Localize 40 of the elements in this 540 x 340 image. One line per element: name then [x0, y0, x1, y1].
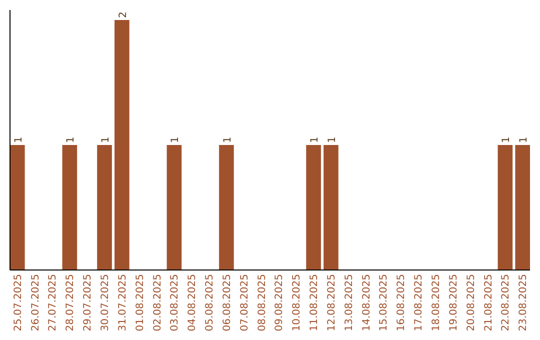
x-tick-label: 21.08.2025	[483, 274, 494, 332]
x-tick-label: 03.08.2025	[170, 274, 181, 332]
x-tick-label: 10.08.2025	[292, 274, 303, 332]
data-label: 1	[100, 136, 112, 143]
x-tick-label: 30.07.2025	[100, 274, 112, 332]
data-label: 1	[326, 136, 338, 143]
x-tick-label: 08.08.2025	[256, 274, 268, 332]
x-tick-label: 28.07.2025	[65, 274, 76, 332]
data-label: 1	[310, 136, 321, 143]
x-tick-label: 12.08.2025	[326, 274, 338, 332]
data-label: 1	[501, 136, 512, 143]
x-tick-label: 22.08.2025	[500, 274, 512, 332]
x-tick-label: 27.07.2025	[48, 274, 59, 332]
x-tick-label: 14.08.2025	[361, 274, 372, 332]
x-tick-label: 07.08.2025	[239, 274, 250, 332]
data-label: 1	[222, 136, 234, 143]
x-tick-label: 18.08.2025	[430, 274, 442, 332]
x-tick-label: 09.08.2025	[274, 274, 286, 332]
x-tick-label: 02.08.2025	[152, 274, 164, 332]
x-tick-label: 13.08.2025	[344, 274, 355, 332]
data-label: 1	[518, 136, 530, 143]
data-label: 1	[66, 136, 77, 143]
x-tick-label: 01.08.2025	[134, 274, 146, 332]
x-tick-label: 16.08.2025	[396, 274, 408, 332]
x-tick-label: 05.08.2025	[204, 274, 216, 332]
data-label: 2	[118, 12, 129, 18]
x-tick-label: 23.08.2025	[518, 274, 530, 332]
x-tick-label: 25.07.2025	[12, 274, 24, 332]
x-tick-label: 17.08.2025	[414, 274, 425, 332]
data-label: 1	[13, 136, 24, 143]
x-tick-label: 31.07.2025	[117, 274, 128, 332]
x-tick-label: 06.08.2025	[222, 274, 233, 332]
x-tick-label: 04.08.2025	[187, 274, 198, 332]
x-tick-label: 15.08.2025	[378, 274, 390, 332]
data-label: 1	[170, 136, 182, 143]
x-tick-label: 26.07.2025	[30, 274, 42, 332]
x-tick-label: 11.08.2025	[309, 274, 320, 332]
x-tick-label: 20.08.2025	[466, 274, 477, 332]
x-tick-label: 29.07.2025	[82, 274, 94, 332]
x-tick-label: 19.08.2025	[448, 274, 460, 332]
